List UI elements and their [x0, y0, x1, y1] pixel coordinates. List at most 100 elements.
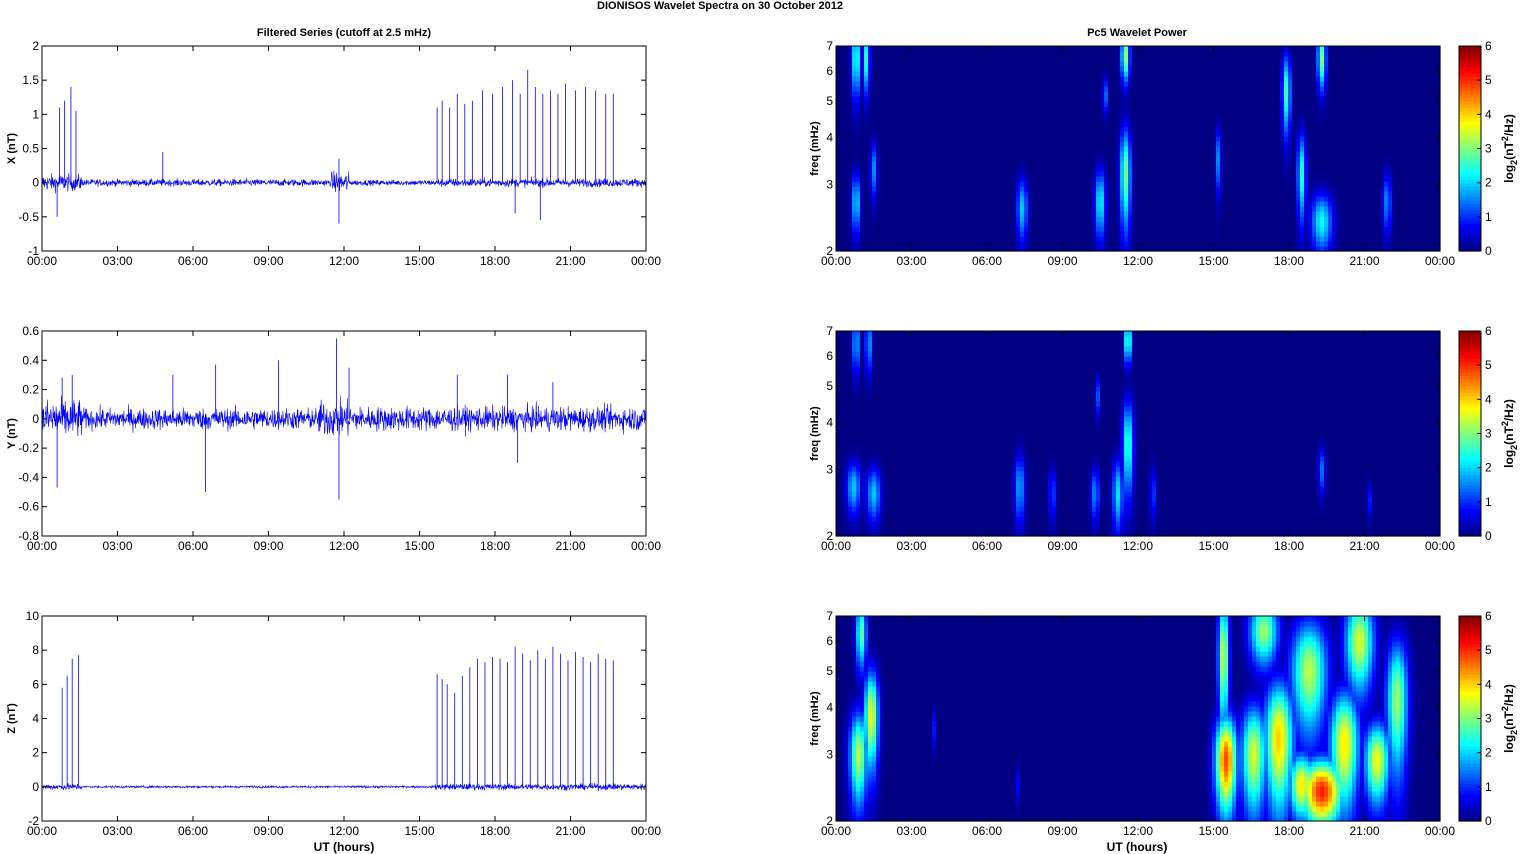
wavelet-cell	[1136, 131, 1141, 137]
wavelet-cell	[1120, 246, 1125, 252]
wavelet-cell	[1224, 166, 1229, 172]
wavelet-cell	[924, 171, 929, 177]
wavelet-cell	[1192, 176, 1197, 182]
wavelet-cell	[1176, 221, 1181, 227]
wavelet-cell	[868, 166, 873, 172]
wavelet-cell	[848, 241, 853, 247]
wavelet-cell	[988, 246, 993, 252]
series-y-axis-label: Y (nT)	[6, 418, 18, 449]
wavelet-cell	[908, 91, 913, 97]
wavelet-cell	[1248, 166, 1253, 172]
wavelet-cell	[1340, 96, 1345, 102]
wavelet-cell	[1380, 141, 1385, 147]
wavelet-cell	[900, 171, 905, 177]
wavelet-cell	[936, 106, 941, 112]
wavelet-cell	[1380, 226, 1385, 232]
wavelet-cell	[1132, 186, 1137, 192]
wavelet-cell	[868, 226, 873, 232]
wavelet-cell	[1172, 181, 1177, 187]
wavelet-cell	[1100, 206, 1105, 212]
wavelet-cell	[1016, 196, 1021, 202]
wavelet-cell	[1172, 241, 1177, 247]
wavelet-cell	[1104, 106, 1109, 112]
wavelet-cell	[1276, 191, 1281, 197]
wavelet-cell	[1248, 131, 1253, 137]
wavelet-cell	[976, 126, 981, 132]
wavelet-cell	[840, 181, 845, 187]
wavelet-cell	[1068, 191, 1073, 197]
wavelet-cell	[1204, 241, 1209, 247]
wavelet-cell	[1128, 226, 1133, 232]
wavelet-cell	[1132, 151, 1137, 157]
wavelet-cell	[1288, 111, 1293, 117]
wavelet-cell	[1076, 201, 1081, 207]
wavelet-cell	[1380, 181, 1385, 187]
wavelet-cell	[944, 126, 949, 132]
wavelet-cell	[868, 96, 873, 102]
wavelet-cell	[1000, 106, 1005, 112]
wavelet-cell	[1148, 161, 1153, 167]
wavelet-cell	[1164, 191, 1169, 197]
wavelet-cell	[1296, 186, 1301, 192]
wavelet-cell	[1272, 221, 1277, 227]
wavelet-cell	[1260, 196, 1265, 202]
wavelet-cell	[1000, 191, 1005, 197]
wavelet-cell	[836, 241, 841, 247]
wavelet-cell	[1204, 116, 1209, 122]
wavelet-cell	[1200, 151, 1205, 157]
wavelet-cell	[968, 111, 973, 117]
wavelet-cell	[1048, 196, 1053, 202]
wavelet-cell	[1428, 96, 1433, 102]
wavelet-cell	[1388, 216, 1393, 222]
wavelet-cell	[1208, 161, 1213, 167]
wavelet-cell	[924, 166, 929, 172]
wavelet-cell	[1052, 226, 1057, 232]
wavelet-cell	[1216, 121, 1221, 127]
wavelet-cell	[1304, 196, 1309, 202]
wavelet-cell	[1088, 151, 1093, 157]
wavelet-cell	[1120, 91, 1125, 97]
wavelet-cell	[996, 171, 1001, 177]
wavelet-cell	[1296, 161, 1301, 167]
wavelet-cell	[980, 236, 985, 242]
wavelet-cell	[1128, 151, 1133, 157]
wavelet-cell	[984, 131, 989, 137]
wavelet-cell	[1416, 206, 1421, 212]
wavelet-cell	[1020, 156, 1025, 162]
wavelet-cell	[1416, 196, 1421, 202]
wavelet-cell	[1052, 131, 1057, 137]
wavelet-cell	[908, 231, 913, 237]
wavelet-cell	[1416, 216, 1421, 222]
wavelet-cell	[908, 191, 913, 197]
wavelet-cell	[1004, 131, 1009, 137]
wavelet-cell	[904, 206, 909, 212]
wavelet-cell	[892, 156, 897, 162]
wavelet-cell	[960, 241, 965, 247]
wavelet-cell	[1328, 171, 1333, 177]
wavelet-cell	[1280, 121, 1285, 127]
wavelet-cell	[1436, 206, 1441, 212]
wavelet-cell	[836, 236, 841, 242]
wavelet-cell	[924, 126, 929, 132]
wavelet-cell	[860, 246, 865, 252]
wavelet-cell	[1056, 201, 1061, 207]
wavelet-cell	[1380, 211, 1385, 217]
wavelet-cell	[1052, 96, 1057, 102]
wavelet-cell	[948, 106, 953, 112]
wavelet-cell	[880, 96, 885, 102]
wavelet-cell	[1344, 141, 1349, 147]
wavelet-cell	[932, 201, 937, 207]
wavelet-cell	[1244, 221, 1249, 227]
wavelet-cell	[1084, 91, 1089, 97]
wavelet-cell	[1124, 91, 1129, 97]
wavelet-cell	[1164, 201, 1169, 207]
wavelet-cell	[1112, 191, 1117, 197]
wavelet-cell	[1068, 206, 1073, 212]
wavelet-cell	[1096, 191, 1101, 197]
wavelet-cell	[1040, 236, 1045, 242]
wavelet-cell	[1080, 241, 1085, 247]
wavelet-cell	[1064, 96, 1069, 102]
wavelet-cell	[1260, 191, 1265, 197]
wavelet-cell	[1364, 96, 1369, 102]
wavelet-cell	[964, 161, 969, 167]
